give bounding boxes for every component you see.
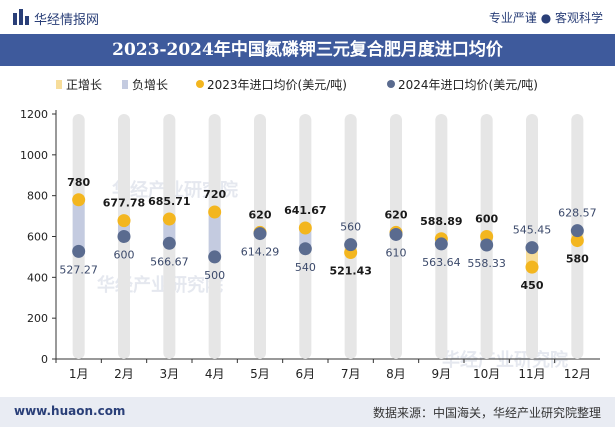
point-2023[interactable] [525, 260, 539, 274]
y-tick-label: 200 [27, 312, 48, 325]
point-2024[interactable] [434, 237, 448, 251]
x-tick-label: 6月 [296, 367, 316, 381]
data-label-2024: 563.64 [422, 256, 461, 269]
point-2024[interactable] [162, 236, 176, 250]
chart-title: 2023-2024年中国氮磷钾三元复合肥月度进口均价 [0, 34, 615, 66]
point-2023[interactable] [162, 212, 176, 226]
chart-area: 华经产业研究院华经产业研究院华经产业研究院正增长负增长2023年进口均价(美元/… [20, 78, 600, 381]
legend-label: 2024年进口均价(美元/吨) [398, 78, 538, 92]
x-tick-label: 12月 [564, 367, 591, 381]
data-source: 数据来源：中国海关，华经产业研究院整理 [372, 406, 601, 420]
x-tick-label: 8月 [386, 367, 406, 381]
point-2024[interactable] [344, 238, 358, 252]
x-tick-label: 5月 [250, 367, 270, 381]
data-label-2024: 540 [295, 261, 316, 274]
legend-label: 2023年进口均价(美元/吨) [207, 78, 347, 92]
y-tick-label: 600 [27, 231, 48, 244]
data-label-2023: 641.67 [284, 204, 326, 217]
point-2023[interactable] [208, 205, 222, 219]
legend-swatch [122, 80, 128, 89]
data-label-2024: 610 [386, 246, 407, 259]
change-bar [72, 199, 85, 252]
y-tick-label: 1200 [20, 108, 48, 121]
data-label-2023: 588.89 [420, 215, 462, 228]
data-label-2023: 580 [566, 253, 589, 266]
data-label-2023: 620 [249, 208, 272, 221]
y-tick-label: 0 [41, 353, 48, 366]
data-label-2024: 560 [340, 221, 361, 234]
x-tick-label: 10月 [473, 367, 500, 381]
point-2024[interactable] [525, 241, 539, 255]
legend-swatch [56, 80, 62, 89]
data-label-2024: 600 [114, 249, 135, 262]
data-label-2024: 545.45 [513, 224, 552, 237]
point-2024[interactable] [389, 227, 403, 241]
legend-label: 负增长 [132, 78, 168, 92]
data-label-2023: 677.78 [103, 197, 145, 210]
point-2024[interactable] [117, 230, 131, 243]
x-tick-label: 7月 [341, 367, 361, 381]
x-tick-label: 1月 [69, 367, 89, 381]
data-label-2023: 720 [203, 188, 226, 201]
data-label-2023: 600 [475, 213, 498, 226]
logo-icon [13, 9, 29, 25]
point-2023[interactable] [117, 214, 131, 228]
data-label-2024: 558.33 [467, 257, 506, 270]
change-bar [163, 219, 176, 244]
website-link[interactable]: www.huaon.com [14, 404, 126, 418]
top-bar: 华经情报网 专业严谨 ● 客观科学 [0, 0, 615, 34]
x-tick-label: 4月 [205, 367, 225, 381]
slogan: 专业严谨 ● 客观科学 [488, 11, 603, 25]
data-label-2024: 628.57 [558, 207, 597, 220]
y-tick-label: 400 [27, 271, 48, 284]
data-label-2023: 450 [521, 279, 544, 292]
y-tick-label: 1000 [20, 149, 48, 162]
x-tick-label: 3月 [160, 367, 180, 381]
x-tick-label: 2月 [114, 367, 134, 381]
footer: www.huaon.com 数据来源：中国海关，华经产业研究院整理 [0, 397, 615, 427]
data-label-2023: 620 [385, 208, 408, 221]
legend-label: 正增长 [66, 78, 102, 92]
watermark-text: 华经产业研究院 [442, 349, 568, 371]
data-label-2024: 566.67 [150, 255, 189, 268]
point-2024[interactable] [208, 250, 222, 264]
bar-track [344, 114, 357, 359]
legend-marker [196, 80, 204, 88]
point-2023[interactable] [570, 234, 584, 248]
point-2024[interactable] [570, 224, 584, 238]
logo-text: 华经情报网 [34, 13, 100, 28]
data-label-2024: 500 [204, 269, 225, 282]
point-2024[interactable] [253, 227, 267, 241]
point-2024[interactable] [72, 244, 86, 258]
data-label-2023: 685.71 [148, 195, 190, 208]
data-label-2024: 614.29 [241, 246, 280, 259]
point-2024[interactable] [298, 242, 312, 256]
bar-track [526, 114, 538, 359]
x-tick-label: 11月 [518, 367, 545, 381]
data-label-2023: 521.43 [329, 265, 371, 278]
legend-marker [387, 80, 395, 88]
y-tick-label: 800 [27, 190, 48, 203]
point-2023[interactable] [298, 221, 312, 235]
x-tick-label: 9月 [432, 367, 452, 381]
point-2023[interactable] [72, 193, 86, 207]
data-label-2024: 527.27 [59, 263, 98, 276]
data-label-2023: 780 [67, 176, 90, 189]
change-bar [208, 212, 221, 257]
point-2024[interactable] [480, 238, 494, 252]
